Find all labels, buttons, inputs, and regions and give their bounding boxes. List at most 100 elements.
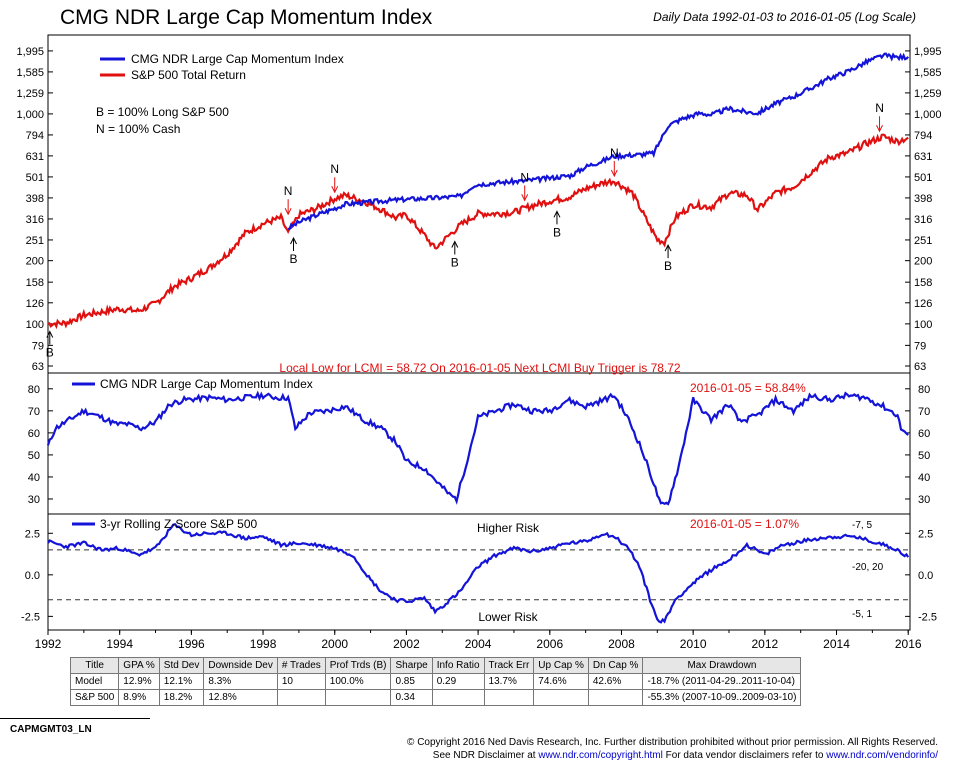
y-tick-label-left: 79: [32, 340, 44, 352]
buy-arrowhead: [290, 236, 297, 245]
y-tick-label-left: 2.5: [25, 528, 40, 540]
stats-header-cell: Prof Trds (B): [324, 657, 392, 674]
stats-cell: 18.2%: [158, 689, 205, 706]
y-tick-label-right: 251: [914, 235, 932, 247]
stats-header-cell: Max Drawdown: [642, 657, 802, 674]
stats-cell: [483, 689, 535, 706]
model-line: [287, 52, 910, 231]
stats-table: Title GPA % Std Dev Downside Dev # Trades Pro…: [69, 657, 802, 706]
y-tick-label-right: 0.0: [918, 570, 933, 582]
y-tick-label-left: 1,995: [16, 46, 44, 58]
higher-risk-label: Higher Risk: [477, 521, 540, 535]
copyright-footer: © Copyright 2016 Ned Davis Research, Inc…: [407, 736, 938, 762]
sell-marker-label: N: [330, 162, 339, 176]
x-tick-label: 2004: [465, 637, 492, 651]
y-tick-label-left: -2.5: [21, 611, 40, 623]
y-tick-label-left: 40: [28, 472, 40, 484]
y-tick-label-right: 200: [914, 256, 932, 268]
y-tick-label-left: 631: [26, 151, 44, 163]
y-tick-label-right: 1,259: [914, 88, 942, 100]
stats-cell: 42.6%: [587, 673, 644, 690]
y-tick-label-right: 80: [918, 384, 930, 396]
sp500-line: [47, 133, 909, 330]
y-tick-label-right: 631: [914, 151, 932, 163]
y-tick-label-right: 1,585: [914, 67, 942, 79]
stats-cell: -55.3% (2007-10-09..2009-03-10): [642, 689, 802, 706]
y-tick-label-right: 63: [914, 361, 926, 373]
legend-note-n: N = 100% Cash: [96, 122, 180, 136]
x-tick-label: 2014: [823, 637, 850, 651]
stats-cell: [533, 689, 589, 706]
sell-marker-label: N: [284, 184, 293, 198]
y-tick-label-right: 501: [914, 172, 932, 184]
y-tick-label-right: 1,995: [914, 46, 942, 58]
y-tick-label-right: 794: [914, 130, 932, 142]
stats-header-cell: Up Cap %: [533, 657, 589, 674]
copyright-link[interactable]: www.ndr.com/copyright.html: [538, 750, 663, 761]
stats-cell: 0.85: [390, 673, 433, 690]
y-tick-label-left: 0.0: [25, 570, 40, 582]
stats-cell: 12.1%: [158, 673, 205, 690]
stats-cell: -18.7% (2011-04-29..2011-10-04): [642, 673, 802, 690]
vendor-link[interactable]: www.ndr.com/vendorinfo/: [826, 750, 938, 761]
stats-cell: [587, 689, 644, 706]
threshold-label: -5, 1: [852, 609, 872, 620]
legend-label-model: CMG NDR Large Cap Momentum Index: [131, 52, 344, 66]
x-tick-label: 2008: [608, 637, 635, 651]
lower-risk-label: Lower Risk: [478, 610, 538, 624]
y-tick-label-left: 30: [28, 494, 40, 506]
y-tick-label-left: 251: [26, 235, 44, 247]
buy-marker-label: B: [290, 252, 298, 266]
stats-header-cell: # Trades: [276, 657, 326, 674]
stats-header-row: Title GPA % Std Dev Downside Dev # Trades Pro…: [69, 657, 802, 674]
momentum-line: [46, 390, 909, 506]
stats-row: Model 12.9% 12.1% 8.3% 10 100.0% 0.85 0.29 13.7%…: [69, 673, 802, 690]
stats-cell: 8.3%: [203, 673, 278, 690]
sell-marker-label: N: [520, 170, 529, 184]
y-tick-label-left: 126: [26, 298, 44, 310]
stats-cell: 0.29: [431, 673, 485, 690]
stats-cell: 12.8%: [203, 689, 278, 706]
sell-arrowhead: [284, 208, 292, 216]
vendor-prefix: For data vendor disclaimers refer to: [662, 750, 827, 761]
panel2-title: CMG NDR Large Cap Momentum Index: [100, 377, 313, 391]
stats-cell: Model: [69, 673, 120, 690]
x-tick-label: 1992: [35, 637, 62, 651]
stats-cell: 8.9%: [118, 689, 160, 706]
stats-header-cell: GPA %: [118, 657, 160, 674]
sell-arrowhead: [331, 185, 339, 194]
chart-title: CMG NDR Large Cap Momentum Index: [60, 6, 433, 29]
x-tick-label: 2006: [536, 637, 563, 651]
y-tick-label-right: 398: [914, 193, 932, 205]
y-tick-label-left: 501: [26, 172, 44, 184]
stats-cell: 0.34: [390, 689, 433, 706]
threshold-label: -20, 20: [852, 562, 884, 573]
y-tick-label-left: 1,585: [16, 67, 44, 79]
stats-cell: 74.6%: [533, 673, 589, 690]
stats-cell: S&P 500: [69, 689, 120, 706]
y-tick-label-right: 40: [918, 472, 930, 484]
y-tick-label-right: 70: [918, 406, 930, 418]
code-divider: [0, 718, 150, 719]
x-tick-label: 2002: [393, 637, 420, 651]
y-tick-label-left: 398: [26, 193, 44, 205]
sell-arrowhead: [521, 194, 529, 202]
threshold-label: -7, 5: [852, 520, 872, 531]
sell-marker-label: N: [610, 146, 619, 160]
panel3-title: 3-yr Rolling Z-Score S&P 500: [100, 517, 258, 531]
x-tick-label: 2000: [321, 637, 348, 651]
stats-cell: 100.0%: [324, 673, 392, 690]
stats-header-cell: Sharpe: [390, 657, 433, 674]
y-tick-label-left: 200: [26, 256, 44, 268]
stats-cell: [431, 689, 485, 706]
y-tick-label-right: 30: [918, 494, 930, 506]
y-tick-label-left: 60: [28, 428, 40, 440]
buy-marker-label: B: [46, 346, 54, 360]
panel-frame: [47, 34, 911, 374]
stats-header-cell: Std Dev: [158, 657, 205, 674]
buy-arrowhead: [451, 240, 459, 248]
panel2-annotation: 2016-01-05 = 58.84%: [690, 381, 806, 395]
sell-arrowhead: [610, 169, 618, 178]
x-tick-label: 1994: [106, 637, 133, 651]
